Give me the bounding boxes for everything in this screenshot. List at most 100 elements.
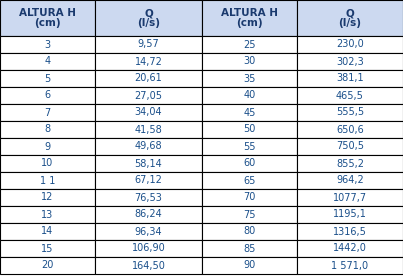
Text: 41,58: 41,58 [135, 125, 162, 135]
Bar [95, 155, 202, 172]
Text: 65: 65 [243, 175, 256, 185]
Bar [202, 0, 297, 36]
Bar [95, 206, 202, 223]
Text: 40: 40 [243, 91, 256, 101]
Text: 164,50: 164,50 [131, 260, 166, 270]
Text: 10: 10 [42, 158, 54, 168]
Text: 1442,0: 1442,0 [333, 244, 367, 254]
Bar [202, 87, 297, 104]
Bar [95, 257, 202, 274]
Text: 302,3: 302,3 [336, 56, 364, 66]
Bar [202, 53, 297, 70]
Text: 964,2: 964,2 [336, 175, 364, 185]
Text: 20: 20 [42, 260, 54, 270]
Text: 1195,1: 1195,1 [333, 210, 367, 220]
Text: 30: 30 [243, 56, 256, 66]
Bar [202, 36, 297, 53]
Bar [297, 87, 403, 104]
Bar [95, 0, 202, 36]
Bar [0, 70, 95, 87]
Bar [0, 138, 95, 155]
Bar [95, 87, 202, 104]
Bar [202, 257, 297, 274]
Text: 20,61: 20,61 [135, 73, 162, 83]
Text: 80: 80 [243, 227, 256, 237]
Bar [95, 223, 202, 240]
Text: 8: 8 [44, 125, 50, 135]
Text: 4: 4 [44, 56, 50, 66]
Text: 70: 70 [243, 192, 256, 202]
Text: 106,90: 106,90 [132, 244, 165, 254]
Text: 58,14: 58,14 [135, 158, 162, 168]
Text: 750,5: 750,5 [336, 142, 364, 152]
Bar [297, 138, 403, 155]
Text: 1316,5: 1316,5 [333, 227, 367, 237]
Text: 5: 5 [44, 73, 51, 83]
Bar [297, 155, 403, 172]
Text: 1 1: 1 1 [40, 175, 55, 185]
Text: 49,68: 49,68 [135, 142, 162, 152]
Text: 6: 6 [44, 91, 50, 101]
Bar [202, 189, 297, 206]
Bar [297, 240, 403, 257]
Bar [297, 121, 403, 138]
Bar [0, 240, 95, 257]
Text: ALTURA H: ALTURA H [19, 8, 76, 18]
Bar [297, 36, 403, 53]
Bar [297, 70, 403, 87]
Text: 25: 25 [243, 39, 256, 49]
Text: 67,12: 67,12 [135, 175, 162, 185]
Text: (l/s): (l/s) [339, 18, 361, 28]
Bar [0, 104, 95, 121]
Text: 13: 13 [42, 210, 54, 220]
Bar [95, 104, 202, 121]
Text: Q: Q [144, 8, 153, 18]
Bar [202, 70, 297, 87]
Bar [0, 172, 95, 189]
Bar [0, 53, 95, 70]
Text: 9: 9 [44, 142, 50, 152]
Text: (cm): (cm) [236, 18, 263, 28]
Text: 45: 45 [243, 108, 256, 118]
Bar [297, 172, 403, 189]
Text: 14,72: 14,72 [135, 56, 162, 66]
Bar [202, 206, 297, 223]
Bar [95, 53, 202, 70]
Bar [297, 53, 403, 70]
Text: 35: 35 [243, 73, 256, 83]
Text: 9,57: 9,57 [138, 39, 159, 49]
Text: 855,2: 855,2 [336, 158, 364, 168]
Text: 381,1: 381,1 [336, 73, 364, 83]
Text: (l/s): (l/s) [137, 18, 160, 28]
Text: 3: 3 [44, 39, 50, 49]
Text: 12: 12 [42, 192, 54, 202]
Text: 60: 60 [243, 158, 256, 168]
Text: 75: 75 [243, 210, 256, 220]
Text: 14: 14 [42, 227, 54, 237]
Bar [202, 104, 297, 121]
Text: 86,24: 86,24 [135, 210, 162, 220]
Text: 230,0: 230,0 [336, 39, 364, 49]
Bar [95, 240, 202, 257]
Bar [95, 172, 202, 189]
Bar [297, 189, 403, 206]
Bar [0, 155, 95, 172]
Bar [202, 172, 297, 189]
Bar [0, 189, 95, 206]
Bar [95, 121, 202, 138]
Bar [0, 121, 95, 138]
Text: 465,5: 465,5 [336, 91, 364, 101]
Bar [297, 223, 403, 240]
Bar [202, 138, 297, 155]
Bar [0, 87, 95, 104]
Bar [95, 138, 202, 155]
Bar [202, 121, 297, 138]
Text: Q: Q [346, 8, 354, 18]
Text: ALTURA H: ALTURA H [221, 8, 278, 18]
Bar [95, 70, 202, 87]
Text: 650,6: 650,6 [336, 125, 364, 135]
Text: 15: 15 [42, 244, 54, 254]
Text: 76,53: 76,53 [135, 192, 162, 202]
Text: 7: 7 [44, 108, 51, 118]
Bar [95, 189, 202, 206]
